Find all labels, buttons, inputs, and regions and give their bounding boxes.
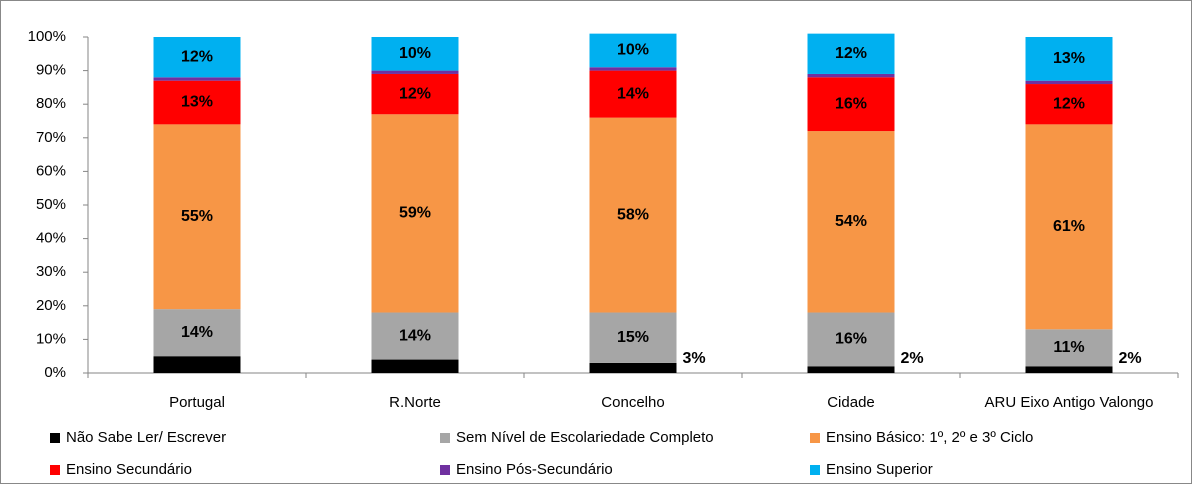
legend-swatch (810, 465, 820, 475)
y-tick-label: 80% (36, 95, 66, 112)
legend-swatch (440, 433, 450, 443)
bar-segment (1025, 37, 1113, 81)
bar-segment (153, 80, 241, 125)
x-tick-label: ARU Eixo Antigo Valongo (985, 394, 1154, 411)
y-tick-label: 40% (36, 230, 66, 247)
legend-swatch (50, 433, 60, 443)
y-tick-label: 90% (36, 62, 66, 79)
bar-segment (807, 366, 895, 373)
y-tick-label: 50% (36, 196, 66, 213)
data-label: 2% (901, 350, 924, 367)
data-label: 3% (683, 350, 706, 367)
bar-segment (1025, 366, 1113, 373)
bar-segment (589, 312, 677, 363)
bar-segment (371, 359, 459, 373)
bar-segment (589, 33, 677, 68)
data-label: 16% (835, 95, 867, 112)
data-label: 14% (617, 85, 649, 102)
data-label: 12% (399, 85, 431, 102)
bar-segment (807, 77, 895, 132)
bar-segment (371, 70, 459, 74)
bar-segment (589, 70, 677, 118)
data-label: 13% (1053, 50, 1085, 67)
legend-swatch (440, 465, 450, 475)
data-label: 10% (617, 42, 649, 59)
legend-label: Sem Nível de Escolariedade Completo (456, 429, 714, 446)
data-label: 14% (181, 324, 213, 341)
data-label: 16% (835, 331, 867, 348)
legend-label: Ensino Superior (826, 461, 933, 478)
x-tick-label: Portugal (169, 394, 225, 411)
data-label: 14% (399, 327, 431, 344)
y-tick-label: 20% (36, 297, 66, 314)
bar-segment (807, 33, 895, 74)
legend-label: Não Sabe Ler/ Escrever (66, 429, 226, 446)
legend-label: Ensino Pós-Secundário (456, 461, 613, 478)
bar-segment (371, 114, 459, 313)
bar-segment (1025, 329, 1113, 367)
data-label: 54% (835, 213, 867, 230)
x-tick-label: Cidade (827, 394, 875, 411)
data-label: 13% (181, 94, 213, 111)
legend-swatch (50, 465, 60, 475)
data-label: 58% (617, 206, 649, 223)
bar-segment (807, 131, 895, 313)
bar-segment (153, 77, 241, 81)
data-label: 61% (1053, 218, 1085, 235)
y-tick-label: 70% (36, 129, 66, 146)
data-label: 12% (835, 45, 867, 62)
y-tick-label: 0% (44, 364, 66, 381)
bar-segment (153, 37, 241, 78)
y-tick-label: 100% (28, 28, 66, 45)
bar-segment (1025, 124, 1113, 330)
bar-segment (153, 356, 241, 373)
data-label: 15% (617, 329, 649, 346)
data-label: 2% (1119, 350, 1142, 367)
bar-segment (807, 312, 895, 367)
legend-swatch (810, 433, 820, 443)
bar-segment (589, 117, 677, 313)
y-tick-label: 10% (36, 330, 66, 347)
y-tick-label: 30% (36, 263, 66, 280)
y-tick-label: 60% (36, 162, 66, 179)
bar-segment (371, 312, 459, 360)
x-tick-label: R.Norte (389, 394, 441, 411)
bar-segment (153, 309, 241, 357)
data-label: 59% (399, 205, 431, 222)
bar-segment (371, 37, 459, 71)
bar-segment (589, 362, 677, 373)
legend-label: Ensino Básico: 1º, 2º e 3º Ciclo (826, 429, 1033, 446)
bar-segment (1025, 84, 1113, 125)
bar-segment (1025, 80, 1113, 85)
bar-segment (153, 124, 241, 310)
data-label: 55% (181, 208, 213, 225)
bar-segment (589, 67, 677, 71)
data-label: 10% (399, 45, 431, 62)
data-label: 11% (1053, 339, 1084, 356)
data-label: 12% (181, 48, 213, 65)
legend-label: Ensino Secundário (66, 461, 192, 478)
x-tick-label: Concelho (601, 394, 664, 411)
bar-segment (807, 73, 895, 78)
bar-segment (371, 73, 459, 115)
data-label: 12% (1053, 95, 1085, 112)
